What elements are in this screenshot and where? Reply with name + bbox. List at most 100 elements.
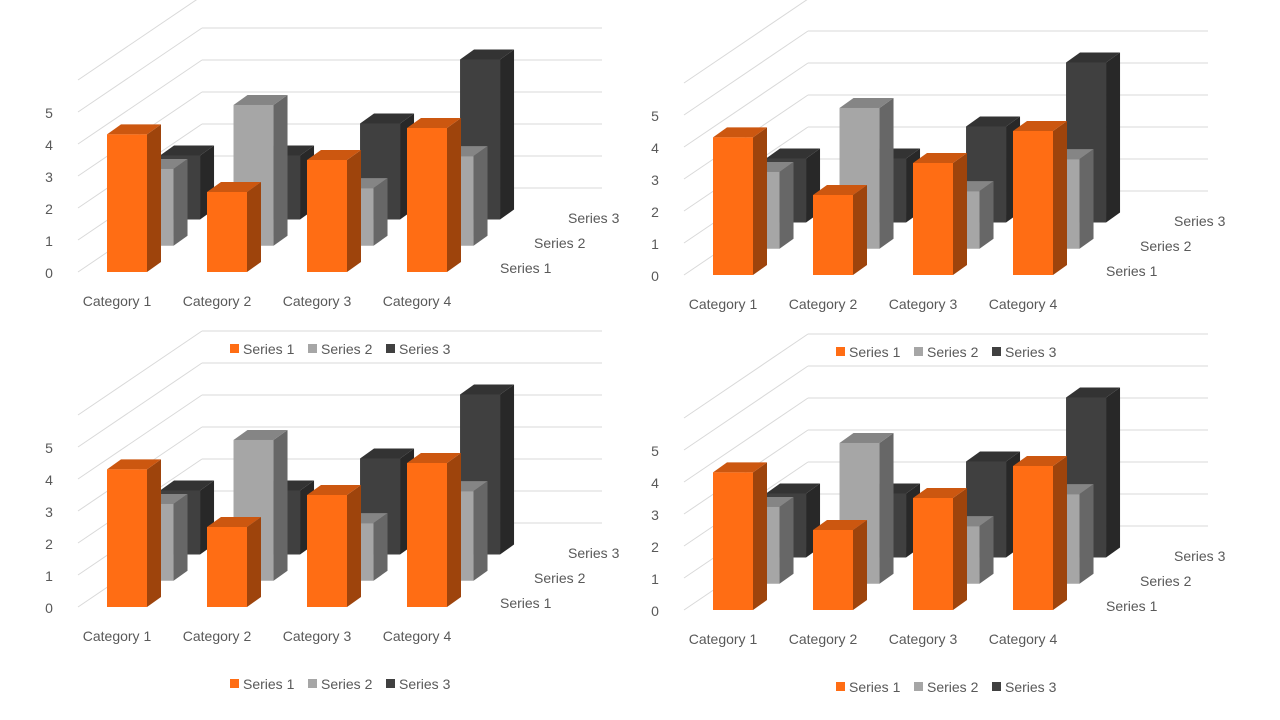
y-tick-label: 2 xyxy=(45,536,53,552)
bar-series-1-cat3 xyxy=(913,488,967,610)
legend-label: Series 3 xyxy=(399,676,451,692)
bar-series-1-cat2-side xyxy=(853,520,867,610)
y-tick-label: 5 xyxy=(651,108,659,124)
bar-series-2-cat2-top xyxy=(233,94,288,105)
x-tick-label: Category 4 xyxy=(989,296,1058,312)
bar-series-1-cat2-top xyxy=(813,185,867,195)
bar-series-1-cat1-top xyxy=(107,459,161,470)
y-tick-label: 3 xyxy=(651,172,659,188)
bar-series-1-cat1-front xyxy=(107,134,147,272)
bar-series-1-cat2-side xyxy=(247,182,261,272)
bar-series-1-cat3-side xyxy=(953,153,967,275)
bar-series-1-cat3-front xyxy=(307,495,347,607)
gridline-diagonal xyxy=(683,30,809,116)
legend-label: Series 1 xyxy=(849,344,901,360)
gridline-diagonal xyxy=(683,397,809,483)
gridline-diagonal xyxy=(77,59,203,145)
series-depth-label: Series 1 xyxy=(500,595,552,611)
bar-series-2-cat2-top xyxy=(839,97,894,108)
bar-series-2-cat4-side xyxy=(1079,149,1094,249)
bar-series-1-cat2-top xyxy=(207,517,261,527)
y-tick-label: 4 xyxy=(45,137,53,153)
series-depth-label: Series 3 xyxy=(568,545,620,561)
bar-series-1-cat3-side xyxy=(953,488,967,610)
gridline-diagonal xyxy=(683,333,809,419)
bar-series-1-cat4-side xyxy=(1053,121,1067,275)
y-tick-label: 2 xyxy=(651,204,659,220)
chart-panel-3: 0 1 2 3 4 5 Category 1 Category 2 Category 3 Cate… xyxy=(45,330,620,692)
gridline-diagonal xyxy=(77,330,203,416)
bar-series-3-cat4-side xyxy=(500,49,515,220)
bar-series-1-cat3-front xyxy=(307,160,347,272)
y-tick-label: 2 xyxy=(651,539,659,555)
bar-series-2-cat3-side xyxy=(979,181,994,249)
bar-series-2-cat3-side xyxy=(373,178,388,246)
bar-series-1-cat2 xyxy=(813,520,867,610)
legend-swatch xyxy=(308,344,317,353)
x-tick-label: Category 3 xyxy=(889,631,958,647)
y-tick-label: 4 xyxy=(651,140,659,156)
series-depth-label: Series 1 xyxy=(1106,263,1158,279)
bar-series-1-cat4-front xyxy=(1013,466,1053,610)
series-depth-label: Series 1 xyxy=(500,260,552,276)
gridline-diagonal xyxy=(77,394,203,480)
x-tick-label: Category 2 xyxy=(789,296,858,312)
y-tick-label: 0 xyxy=(45,265,53,281)
bar-series-1-cat3 xyxy=(913,153,967,275)
gridline-diagonal xyxy=(683,365,809,451)
legend: Series 1 Series 2 Series 3 xyxy=(836,344,1057,360)
legend: Series 1 Series 2 Series 3 xyxy=(836,679,1057,695)
legend: Series 1 Series 2 Series 3 xyxy=(230,676,451,692)
bar-series-1-cat3 xyxy=(307,485,361,607)
bar-series-2-cat3-side xyxy=(373,513,388,581)
y-tick-label: 1 xyxy=(651,236,659,252)
bar-series-1-cat1-side xyxy=(147,459,161,607)
y-tick-label: 0 xyxy=(45,600,53,616)
legend-label: Series 2 xyxy=(927,344,979,360)
bar-series-1-cat2-front xyxy=(207,527,247,607)
bar-series-1-cat4 xyxy=(1013,456,1067,610)
series-depth-label: Series 3 xyxy=(1174,548,1226,564)
bar-series-3-cat4-top xyxy=(1066,387,1121,398)
series-depth-label: Series 2 xyxy=(1140,573,1192,589)
bar-series-1-cat3-top xyxy=(307,485,361,495)
chart-panel-1: 0 1 2 3 4 5 Category 1 Category 2 Category 3 Cate… xyxy=(45,0,620,357)
bar-series-1-cat4-side xyxy=(447,453,461,607)
bar-series-2-cat2 xyxy=(233,94,288,246)
series-depth-label: Series 3 xyxy=(1174,213,1226,229)
legend-swatch xyxy=(836,682,845,691)
x-tick-label: Category 1 xyxy=(689,631,758,647)
bar-series-2-cat1-side xyxy=(173,493,188,581)
legend-swatch xyxy=(914,347,923,356)
y-tick-label: 3 xyxy=(45,169,53,185)
bar-series-1-cat3 xyxy=(307,150,361,272)
gridline-diagonal xyxy=(683,62,809,148)
bar-series-1-cat4 xyxy=(1013,121,1067,275)
y-tick-label: 0 xyxy=(651,603,659,619)
bar-series-1-cat3-side xyxy=(347,150,361,272)
legend-label: Series 2 xyxy=(321,341,373,357)
bar-series-2-cat2-side xyxy=(879,432,894,584)
bar-series-1-cat2 xyxy=(813,185,867,275)
gridline-diagonal xyxy=(77,27,203,113)
bar-series-1-cat4-top xyxy=(407,118,461,128)
bar-series-1-cat1 xyxy=(107,459,161,607)
bar-series-1-cat4 xyxy=(407,453,461,607)
y-tick-label: 5 xyxy=(45,105,53,121)
x-tick-label: Category 3 xyxy=(889,296,958,312)
legend-swatch xyxy=(308,679,317,688)
legend-label: Series 3 xyxy=(399,341,451,357)
bar-series-2-cat2-side xyxy=(879,97,894,249)
legend-label: Series 1 xyxy=(243,341,295,357)
bar-series-3-cat1-top xyxy=(766,148,821,159)
y-tick-label: 0 xyxy=(651,268,659,284)
bar-series-1-cat1-top xyxy=(713,127,767,138)
gridline-diagonal xyxy=(77,0,197,81)
bar-series-2-cat4-side xyxy=(473,146,488,246)
bar-series-1-cat2-side xyxy=(247,517,261,607)
bar-series-1-cat1-front xyxy=(107,469,147,607)
x-tick-label: Category 2 xyxy=(183,628,252,644)
bar-series-2-cat2-top xyxy=(233,429,288,440)
bar-series-1-cat2 xyxy=(207,182,261,272)
